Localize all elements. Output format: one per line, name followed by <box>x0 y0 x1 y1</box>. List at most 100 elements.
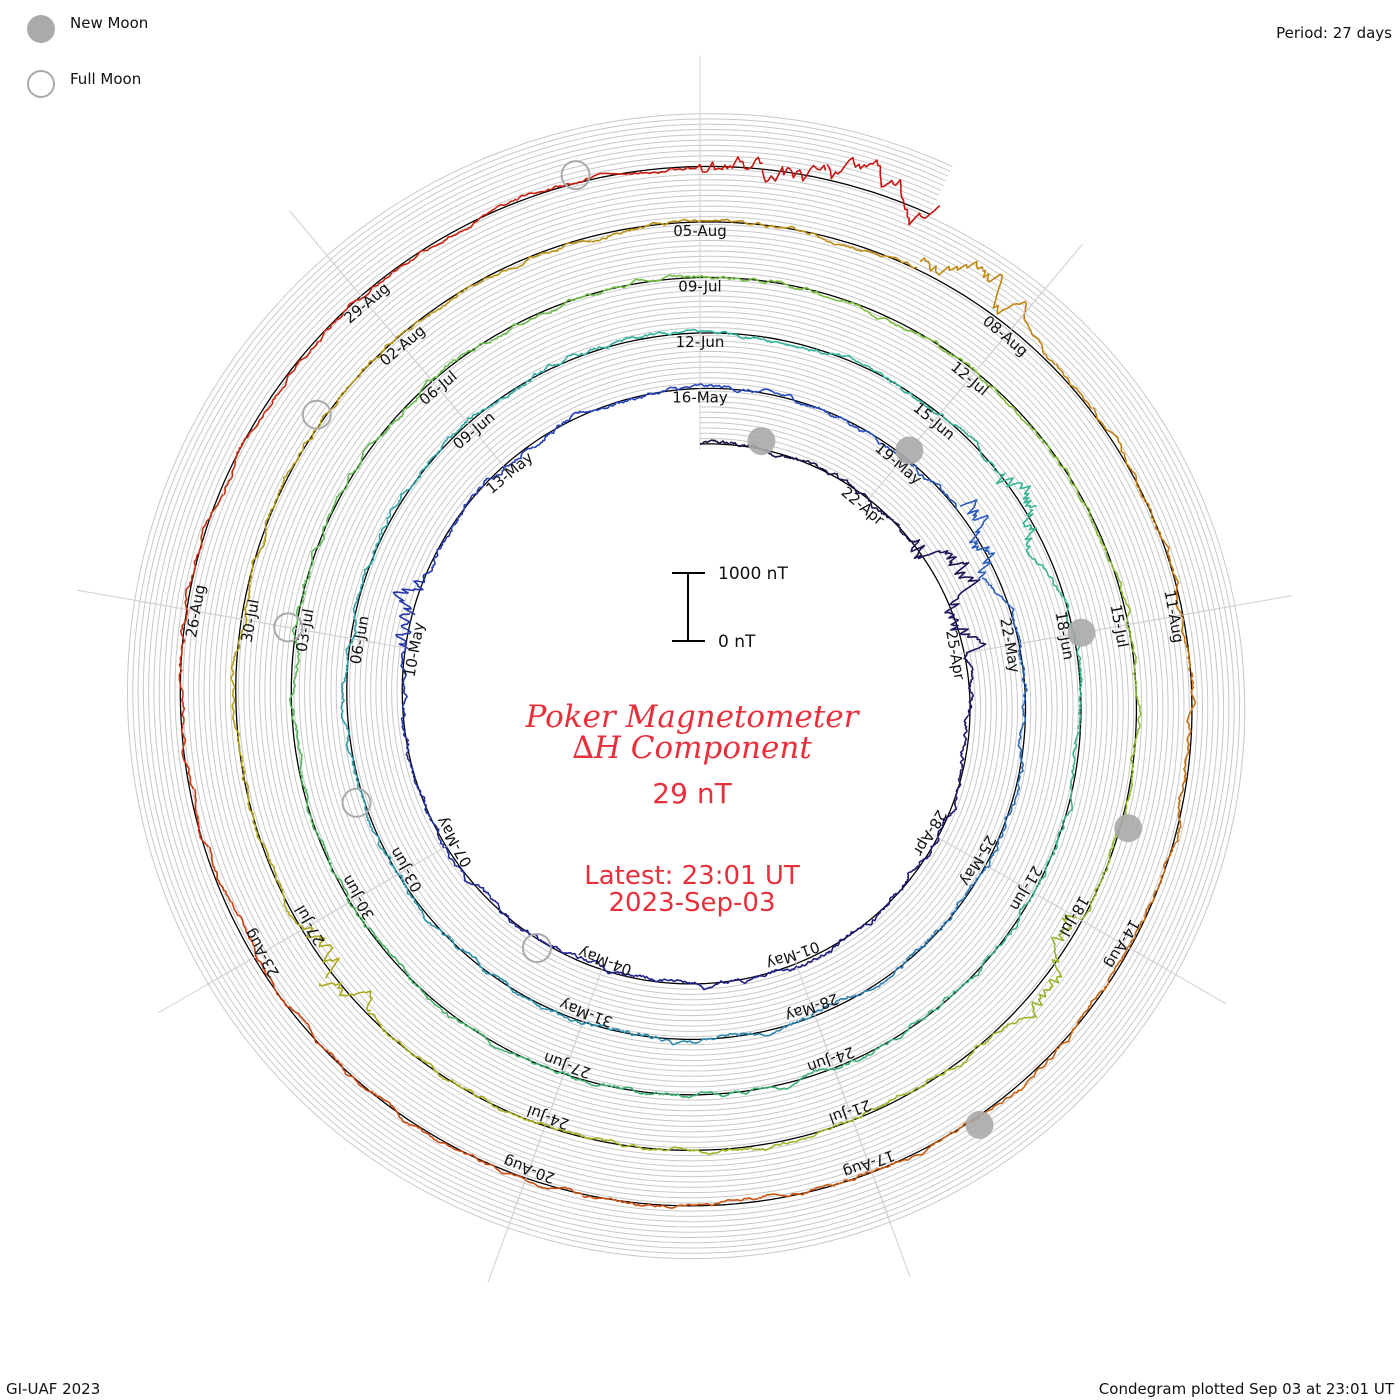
data-trace <box>544 1007 583 1025</box>
data-trace <box>975 370 1012 408</box>
data-trace <box>322 492 342 539</box>
data-trace <box>748 277 798 291</box>
data-trace <box>621 1030 661 1041</box>
chart-title-line2: ∆H Component <box>572 730 812 766</box>
date-label: 10-May <box>401 621 428 679</box>
data-trace <box>591 226 646 243</box>
data-trace <box>1072 721 1081 767</box>
data-trace <box>1033 852 1056 894</box>
data-trace <box>761 164 827 183</box>
date-label: 21-Jun <box>1006 863 1046 914</box>
data-trace <box>371 1090 419 1129</box>
data-trace <box>772 391 808 407</box>
data-trace <box>243 566 255 621</box>
data-trace <box>1017 718 1027 757</box>
data-trace <box>667 979 701 987</box>
data-trace <box>825 352 868 367</box>
data-trace <box>813 996 850 1014</box>
grid-spiral <box>132 118 1241 1254</box>
data-trace <box>875 1022 914 1050</box>
data-trace <box>826 931 853 954</box>
data-trace <box>1169 558 1183 616</box>
radial-gridline <box>1124 944 1227 1005</box>
data-trace <box>395 307 443 339</box>
data-trace <box>810 232 864 253</box>
data-trace <box>489 897 514 924</box>
date-label: 28-Apr <box>909 807 950 860</box>
data-trace <box>644 218 701 228</box>
data-trace <box>918 837 940 864</box>
data-trace <box>327 860 350 904</box>
data-trace <box>650 274 701 283</box>
data-trace <box>752 1137 805 1152</box>
data-trace <box>940 896 966 929</box>
data-trace <box>1018 643 1026 682</box>
data-trace <box>959 746 965 779</box>
data-trace <box>699 156 763 173</box>
data-trace <box>1016 755 1024 796</box>
data-trace <box>385 485 413 520</box>
data-trace <box>1123 454 1150 507</box>
scale-top-label: 1000 nT <box>718 564 788 584</box>
data-trace <box>319 982 373 1012</box>
data-trace <box>444 846 466 876</box>
data-trace <box>852 912 880 934</box>
data-trace <box>509 987 546 1011</box>
data-trace <box>478 962 512 989</box>
date-label: 14-Aug <box>1101 916 1143 971</box>
data-trace <box>463 875 492 898</box>
data-trace <box>732 975 766 985</box>
data-trace <box>395 612 412 650</box>
data-trace <box>791 1068 835 1087</box>
data-trace <box>735 388 774 394</box>
data-trace <box>340 679 346 721</box>
data-trace <box>963 652 974 685</box>
legend-new-moon: New Moon <box>70 14 148 32</box>
data-trace <box>937 809 956 838</box>
data-trace <box>405 751 418 786</box>
data-trace <box>1022 508 1037 558</box>
data-trace <box>1181 728 1192 786</box>
data-trace <box>647 1146 701 1153</box>
data-trace <box>699 329 743 339</box>
grid-spiral <box>174 160 1198 1212</box>
date-label: 25-Apr <box>942 629 969 682</box>
traces <box>178 156 1196 1209</box>
date-label: 17-Aug <box>841 1146 897 1181</box>
data-trace <box>596 1137 648 1151</box>
data-trace <box>949 623 987 654</box>
data-trace <box>441 276 489 308</box>
data-trace <box>699 1146 753 1156</box>
data-trace <box>1186 670 1196 729</box>
data-trace <box>357 558 375 598</box>
new-moon-marker <box>747 427 776 456</box>
data-trace <box>362 800 380 839</box>
data-trace <box>1023 313 1056 366</box>
date-label: 31-May <box>557 995 615 1031</box>
data-trace <box>981 931 1013 967</box>
data-trace <box>352 597 359 640</box>
data-trace <box>699 439 731 446</box>
data-trace <box>663 383 701 392</box>
new-moon-marker <box>1114 814 1143 843</box>
data-trace <box>1092 407 1126 456</box>
data-trace <box>392 580 425 616</box>
data-trace <box>1052 810 1071 853</box>
data-trace <box>1031 964 1063 1019</box>
data-trace <box>501 372 537 400</box>
data-trace <box>758 1187 817 1199</box>
date-label: 21-Jul <box>826 1096 873 1128</box>
data-trace <box>974 439 1003 476</box>
new-moon-icon <box>27 15 55 43</box>
date-label: 03-Jun <box>386 844 426 895</box>
data-trace <box>397 873 421 910</box>
data-trace <box>431 350 471 381</box>
data-trace <box>699 1090 747 1098</box>
scale-bar <box>672 572 705 642</box>
data-trace <box>208 846 232 903</box>
data-trace <box>1096 946 1129 997</box>
radial-gridline <box>157 954 260 1014</box>
data-trace <box>437 421 468 454</box>
data-trace <box>319 297 364 343</box>
data-trace <box>449 935 480 964</box>
